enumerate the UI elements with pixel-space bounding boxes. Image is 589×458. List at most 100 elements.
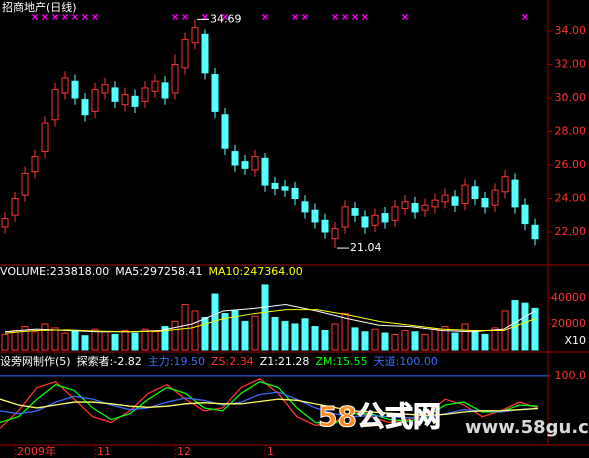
volume-bar: [21, 326, 29, 351]
signal-x: [402, 14, 408, 20]
candle-body: [231, 151, 239, 166]
candle-body: [131, 95, 139, 107]
candle-body: [211, 74, 219, 112]
candle-body: [281, 186, 289, 191]
candle-body: [31, 156, 39, 173]
signal-marker: [52, 14, 58, 20]
signal-x: [352, 14, 358, 20]
candle-body: [161, 82, 169, 99]
volume-bar: [111, 333, 119, 351]
signal-marker: [342, 14, 348, 20]
volume-bar: [331, 323, 339, 351]
volume-bar: [291, 323, 299, 351]
volume-bar: [351, 327, 359, 351]
volume-bar: [71, 329, 79, 351]
volume-bar: [531, 307, 539, 351]
volume-bar: [371, 328, 379, 351]
signal-marker: [222, 14, 228, 20]
candle-body: [441, 194, 449, 203]
header-item: ZS:2.34: [211, 355, 254, 368]
volume-bar: [251, 315, 259, 351]
signal-marker: [292, 14, 298, 20]
candle-body: [91, 89, 99, 112]
candle-body: [141, 87, 149, 102]
volume-bar: [131, 332, 139, 351]
candle-body: [311, 209, 319, 223]
candle-body: [321, 219, 329, 233]
signal-marker: [402, 14, 408, 20]
indicator-line: [0, 377, 539, 429]
volume-bar: [521, 302, 529, 351]
candle-body: [361, 216, 369, 228]
candle-body: [531, 224, 539, 240]
candle-body: [301, 201, 309, 213]
signal-marker: [172, 14, 178, 20]
candle-body: [461, 184, 469, 205]
candle-body: [501, 176, 509, 193]
volume-bar: [1, 333, 9, 351]
header-item: Z1:21.28: [260, 355, 310, 368]
signal-marker: [82, 14, 88, 20]
volume-bar: [121, 329, 129, 351]
volume-bar: [451, 332, 459, 351]
volume-bar: [41, 323, 49, 351]
volume-bar: [61, 332, 69, 351]
candle-body: [471, 186, 479, 199]
candle-body: [51, 89, 59, 121]
volume-bar: [161, 326, 169, 351]
y-tick-label: 20000: [551, 317, 586, 330]
signal-marker: [362, 14, 368, 20]
volume-bar: [431, 328, 439, 351]
signal-x: [92, 14, 98, 20]
signal-x: [302, 14, 308, 20]
candle-body: [491, 189, 499, 206]
signal-marker: [262, 14, 268, 20]
candle-body: [61, 77, 69, 94]
volume-bar: [201, 316, 209, 351]
signal-x: [42, 14, 48, 20]
volume-bar: [461, 323, 469, 351]
candle-body: [241, 161, 249, 169]
volume-bar: [151, 331, 159, 351]
candle-body: [521, 204, 529, 225]
volume-bar: [51, 327, 59, 351]
candle-body: [381, 213, 389, 223]
volume-bar: [81, 335, 89, 351]
volume-bar: [471, 329, 479, 351]
volume-bar: [311, 326, 319, 351]
indicator-line: [0, 398, 539, 417]
volume-bar: [301, 318, 309, 351]
signal-x: [292, 14, 298, 20]
candle-body: [371, 214, 379, 226]
y-tick-label: 24.00: [555, 191, 587, 204]
signal-x: [522, 14, 528, 20]
candle-body: [511, 179, 519, 208]
candle-body: [451, 196, 459, 206]
y-tick-label: 30.00: [555, 91, 587, 104]
unit-label: X10: [564, 334, 586, 347]
candle-body: [401, 201, 409, 210]
signal-x: [262, 14, 268, 20]
candle-body: [1, 218, 9, 228]
signal-marker: [302, 14, 308, 20]
signal-x: [82, 14, 88, 20]
candle-body: [341, 206, 349, 228]
volume-bar: [101, 331, 109, 351]
ma-line: [4, 309, 536, 334]
signal-marker: [352, 14, 358, 20]
signal-x: [202, 14, 208, 20]
signal-x: [72, 14, 78, 20]
signal-marker: [332, 14, 338, 20]
panel-header: 设旁网制作(5) 探索者:-2.82 主力:19.50 ZS:2.34 Z1:21.28…: [0, 354, 438, 368]
volume-bar: [91, 328, 99, 351]
volume-bar: [491, 327, 499, 351]
header-item: 设旁网制作(5): [0, 354, 71, 368]
volume-bar: [271, 316, 279, 351]
watermark-url: www.58gu.com: [465, 417, 589, 438]
candle-body: [11, 197, 19, 216]
volume-bar: [321, 329, 329, 351]
x-tick-label: 12: [177, 445, 191, 458]
candle-body: [221, 114, 229, 149]
